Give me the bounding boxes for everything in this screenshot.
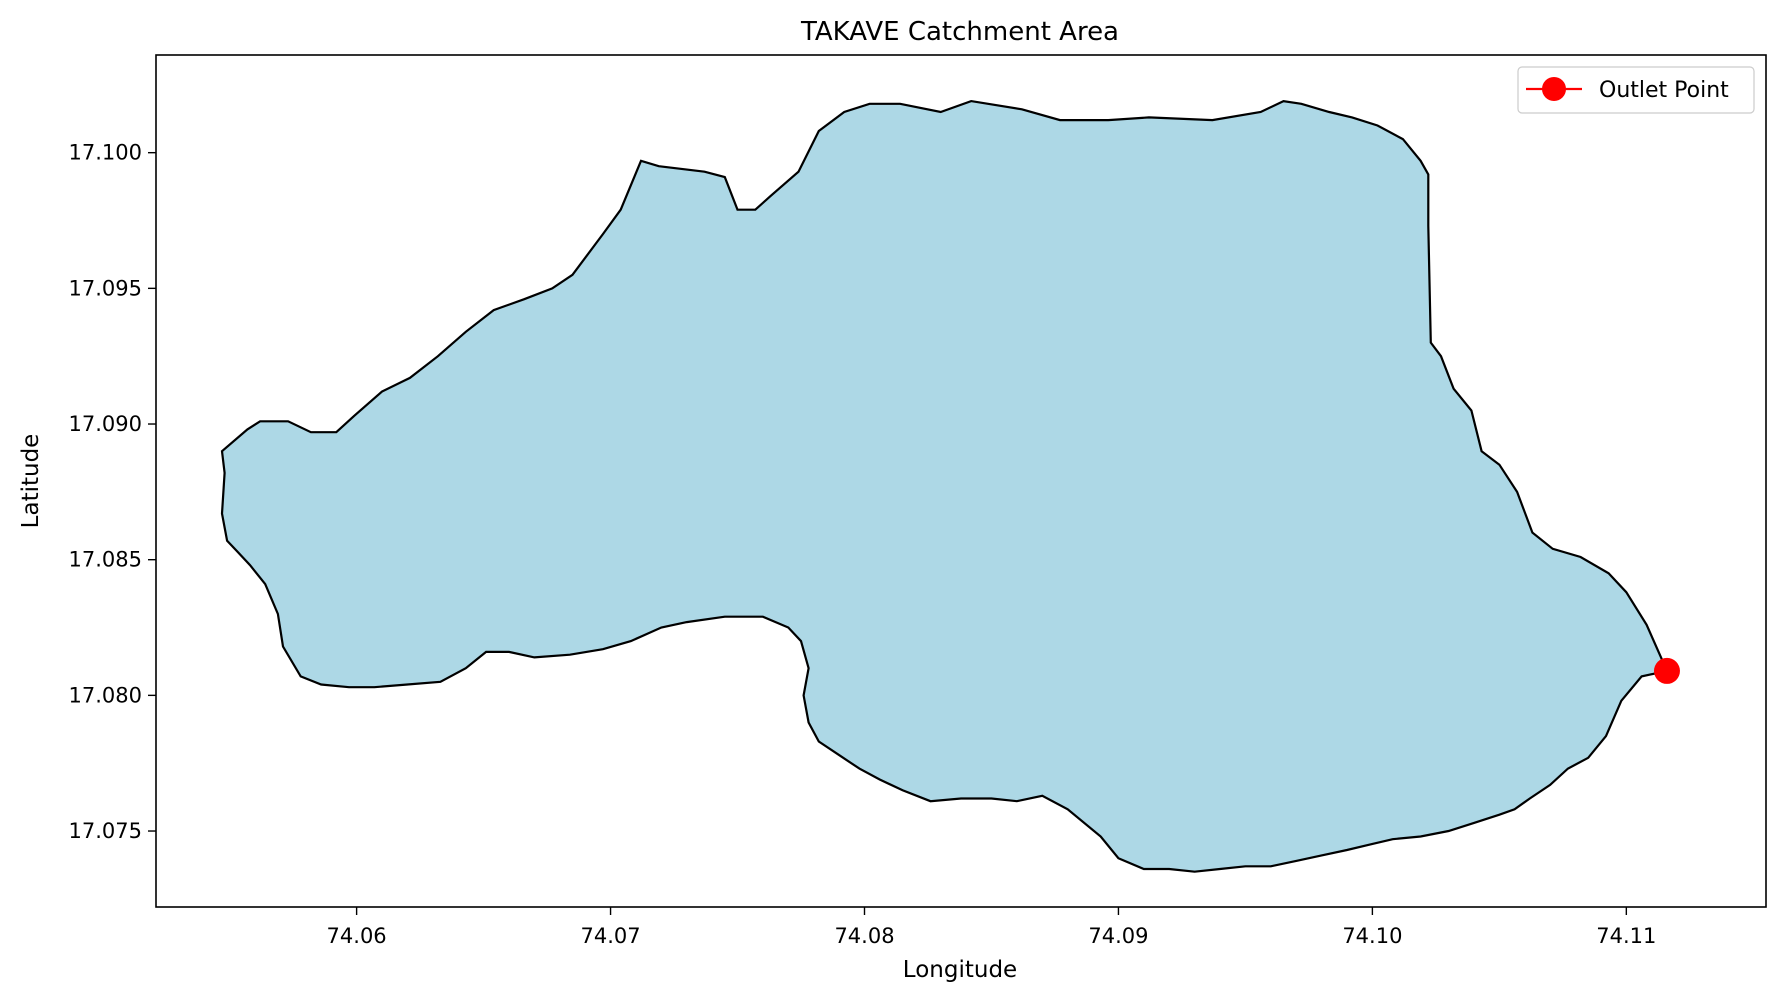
- catchment-polygon: [220, 99, 1669, 873]
- y-tick-label: 17.075: [69, 819, 142, 843]
- y-axis-label: Latitude: [18, 434, 44, 529]
- plot-area: [155, 54, 1767, 908]
- legend-box: [1517, 66, 1755, 114]
- y-tick-label: 17.090: [69, 412, 142, 436]
- x-tick-label: 74.08: [834, 924, 894, 948]
- y-tick-label: 17.095: [69, 276, 142, 300]
- legend-marker: [1542, 77, 1566, 101]
- y-tick-label: 17.085: [69, 548, 142, 572]
- x-axis-ticks: 74.06 74.07 74.08 74.09 74.10 74.11: [327, 907, 1656, 948]
- x-tick-label: 74.06: [327, 924, 387, 948]
- map-title: TAKAVE Catchment Area: [800, 17, 1119, 47]
- y-tick-label: 17.080: [69, 683, 142, 707]
- legend: Outlet Point: [1517, 66, 1755, 114]
- axes-frame: [155, 54, 1767, 908]
- x-tick-label: 74.07: [580, 924, 640, 948]
- legend-label: Outlet Point: [1599, 78, 1729, 103]
- x-tick-label: 74.11: [1596, 924, 1656, 948]
- outlet-point-marker: [1653, 657, 1680, 684]
- y-tick-label: 17.100: [69, 141, 142, 165]
- y-axis-ticks: 17.075 17.080 17.085 17.090 17.095 17.100: [69, 141, 156, 843]
- x-tick-label: 74.10: [1342, 924, 1402, 948]
- x-tick-label: 74.09: [1088, 924, 1148, 948]
- x-axis-label: Longitude: [903, 957, 1017, 983]
